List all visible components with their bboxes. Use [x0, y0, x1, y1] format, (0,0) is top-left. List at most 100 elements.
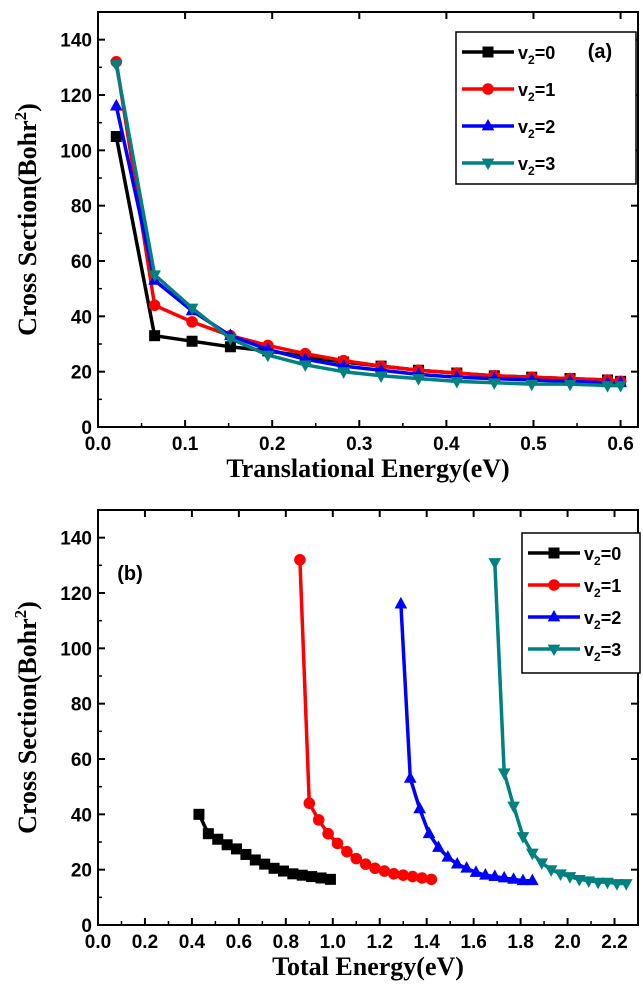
x-tick-label: 1.0	[320, 932, 346, 953]
data-point	[359, 858, 372, 870]
data-point	[350, 852, 363, 865]
data-point	[341, 845, 353, 858]
legend-marker	[547, 609, 561, 622]
data-point	[507, 801, 520, 814]
legend: v2=0 v2=1 v2=2 v2=3	[455, 31, 637, 185]
y-tick-label: 40	[71, 805, 92, 826]
data-point	[149, 330, 161, 342]
data-point	[287, 868, 299, 880]
data-point	[202, 828, 214, 840]
chart-panel-0: 0.0 0.1 0.2 0.3 0.4 0.5 0.6 0 20 40 60 80 100 120 140 T…	[11, 11, 639, 483]
y-tick-label: 20	[71, 861, 92, 882]
y-tick-label: 0	[81, 916, 92, 937]
data-point	[450, 856, 464, 869]
data-point	[403, 771, 417, 783]
data-point	[193, 808, 205, 820]
y-tick-label: 80	[71, 695, 92, 716]
data-point	[582, 876, 596, 888]
data-point	[324, 873, 336, 885]
data-point	[610, 879, 624, 891]
x-tick-label: 0.2	[259, 434, 285, 455]
legend: v2=0 v2=1 v2=2 v2=3	[521, 532, 641, 674]
legend-label: v2=0	[518, 43, 555, 67]
x-tick-label: 0.2	[132, 932, 158, 953]
data-point	[535, 858, 549, 870]
data-point	[572, 874, 586, 887]
data-point	[312, 814, 325, 826]
x-tick-label: 0.4	[179, 932, 206, 953]
data-point	[544, 865, 558, 877]
data-point	[441, 850, 455, 862]
data-point	[240, 848, 252, 860]
y-tick-label: 60	[71, 750, 92, 771]
x-axis-title: Total Energy(eV)	[272, 952, 464, 981]
data-point	[337, 367, 350, 379]
y-tick-label: 80	[71, 197, 92, 218]
y-tick-label: 100	[60, 141, 92, 162]
x-tick-label: 1.4	[413, 932, 440, 953]
data-point	[525, 379, 539, 392]
legend-marker	[481, 158, 495, 171]
data-point	[109, 60, 123, 72]
data-point	[487, 378, 501, 390]
x-tick-label: 1.8	[507, 932, 533, 953]
plot-frame	[97, 11, 639, 428]
data-point	[460, 861, 473, 873]
data-point	[416, 872, 428, 884]
x-tick-label: 0.3	[346, 434, 372, 455]
x-tick-label: 0.6	[226, 932, 252, 953]
data-point	[497, 870, 511, 883]
data-point	[322, 827, 334, 840]
x-tick-label: 0.0	[85, 434, 111, 455]
y-tick-label: 100	[60, 639, 92, 660]
data-point	[488, 558, 502, 570]
y-tick-label: 120	[60, 86, 92, 107]
data-point	[186, 335, 198, 347]
data-point	[516, 832, 530, 844]
x-tick-label: 0.8	[273, 932, 299, 953]
data-point	[110, 131, 122, 142]
legend-label: v2=3	[584, 640, 621, 664]
legend-label: v2=2	[584, 608, 621, 632]
data-point	[397, 869, 409, 881]
data-point	[413, 801, 426, 814]
y-tick-label: 140	[60, 31, 92, 52]
data-point	[303, 797, 316, 810]
data-point	[406, 870, 419, 883]
data-point	[388, 868, 400, 880]
data-point	[374, 371, 388, 383]
data-point	[277, 865, 289, 877]
data-point	[488, 869, 502, 881]
data-point	[614, 381, 627, 393]
chart-panel-1: 0.0 0.2 0.4 0.6 0.8 1.0 1.2 1.4 1.6 1.8 2.0 2.2 0 20 4…	[11, 509, 641, 981]
y-tick-label: 0	[81, 418, 92, 439]
data-point	[425, 873, 438, 886]
legend-marker	[481, 118, 495, 131]
data-point	[249, 854, 261, 866]
y-tick-label: 140	[60, 529, 92, 550]
plot-frame	[97, 509, 639, 926]
data-point	[261, 350, 275, 363]
y-tick-label: 60	[71, 252, 92, 273]
legend-label: v2=2	[518, 117, 555, 141]
x-tick-label: 0.1	[172, 434, 199, 455]
series-line	[197, 813, 331, 882]
legend-label: v2=1	[584, 576, 621, 600]
data-point	[231, 843, 243, 855]
x-axis-title: Translational Energy(eV)	[226, 454, 509, 483]
data-point	[422, 826, 436, 839]
data-point	[185, 303, 199, 316]
data-point	[224, 334, 237, 346]
x-tick-label: 2.2	[601, 932, 627, 953]
data-point	[298, 360, 312, 372]
data-point	[526, 848, 539, 861]
legend-marker	[548, 547, 560, 559]
data-point	[601, 381, 614, 393]
x-tick-label: 0.6	[607, 434, 633, 455]
data-point	[619, 879, 633, 891]
legend-marker	[547, 644, 561, 657]
x-tick-label: 1.2	[367, 932, 393, 953]
data-point	[479, 868, 492, 880]
data-point	[212, 833, 224, 845]
